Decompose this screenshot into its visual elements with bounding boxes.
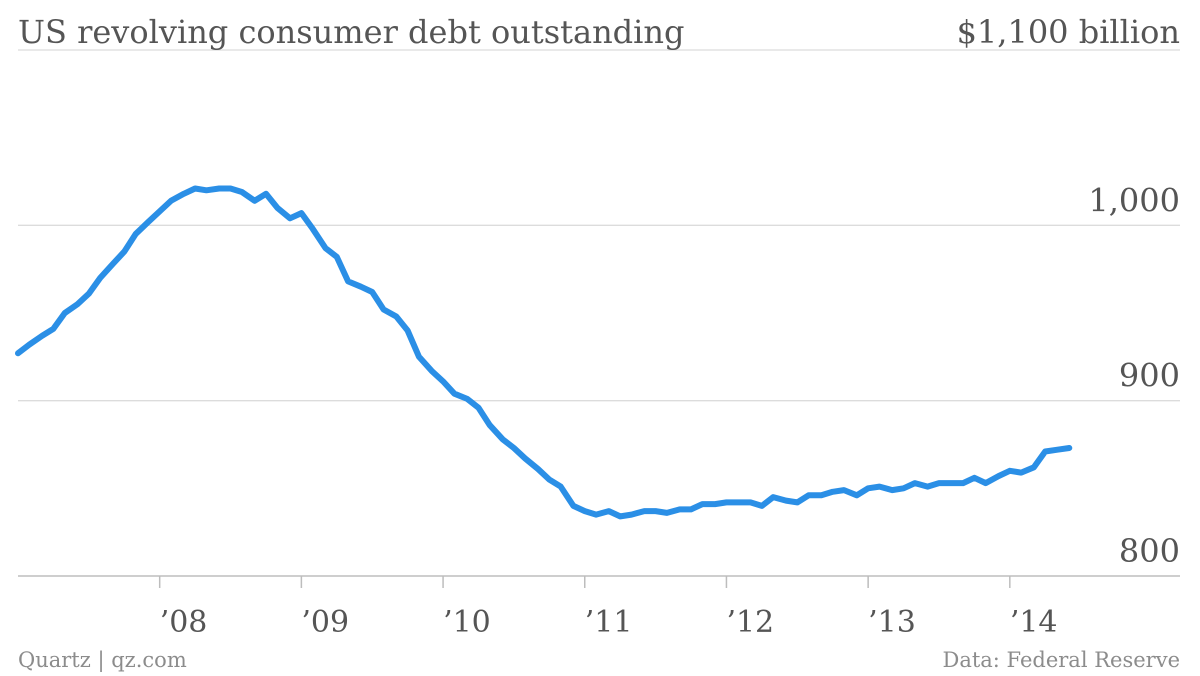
y-tick-label-1000: 1,000 [1088, 181, 1180, 219]
x-tick-label-2013: ’13 [868, 605, 916, 640]
footer-data-source: Data: Federal Reserve [942, 648, 1180, 672]
footer-source-left: Quartz | qz.com [18, 648, 187, 673]
x-tick-label-2011: ’11 [585, 605, 633, 640]
chart-title: US revolving consumer debt outstanding [18, 13, 684, 51]
y-axis-labels: $1,100 billion 1,000 900 800 [957, 13, 1180, 570]
x-tick-label-2009: ’09 [301, 605, 349, 640]
series-line-0 [15, 185, 1073, 520]
y-tick-label-900: 900 [1119, 357, 1180, 395]
y-tick-label-1100: $1,100 billion [957, 13, 1180, 51]
x-tick-label-2008: ’08 [160, 605, 208, 640]
gridlines [18, 49, 1180, 577]
x-tick-label-2014: ’14 [1010, 605, 1058, 640]
y-tick-label-800: 800 [1119, 532, 1180, 570]
series-layer [15, 185, 1073, 520]
x-tick-label-2012: ’12 [726, 605, 774, 640]
x-tick-label-2010: ’10 [443, 605, 491, 640]
x-axis: ’08 ’09 ’10 ’11 ’12 ’13 ’14 [158, 576, 1058, 640]
